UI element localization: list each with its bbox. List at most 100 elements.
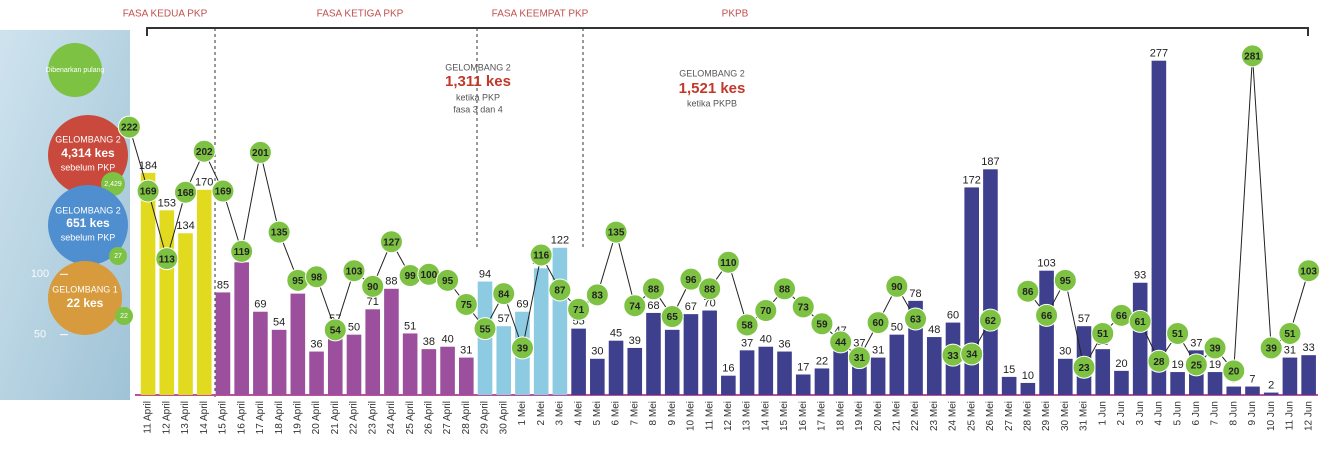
bar — [627, 348, 642, 395]
bar — [403, 333, 418, 395]
bar — [1002, 377, 1017, 395]
bar — [1021, 383, 1036, 395]
bar — [1133, 283, 1148, 395]
bar-value-label: 31 — [460, 344, 472, 356]
bar-value-label: 69 — [516, 299, 528, 311]
bar — [272, 330, 287, 395]
bar — [1226, 387, 1241, 395]
recovery-label: 222 — [121, 123, 138, 134]
x-tick-label: 25 Mei — [966, 401, 977, 431]
x-tick-label: 27 Mei — [1004, 401, 1015, 431]
x-tick-label: 12 April — [161, 401, 172, 434]
x-tick-label: 29 Mei — [1041, 401, 1052, 431]
annotation-title: GELOMBANG 2 — [679, 68, 745, 78]
x-tick-label: 9 Jun — [1247, 401, 1258, 425]
bar-value-label: 30 — [1059, 346, 1071, 358]
bar — [777, 352, 792, 395]
recovery-label: 127 — [383, 237, 400, 248]
recovery-label: 61 — [1135, 317, 1147, 328]
bar — [1039, 271, 1054, 395]
x-tick-label: 23 Mei — [929, 401, 940, 431]
wave-discharged-label: 22 — [120, 313, 128, 320]
x-tick-label: 4 Mei — [573, 401, 584, 425]
recovery-label: 95 — [442, 276, 454, 287]
recovery-label: 25 — [1191, 360, 1203, 371]
recovery-label: 28 — [1153, 357, 1165, 368]
bar-value-label: 36 — [310, 338, 322, 350]
x-tick-label: 8 Jun — [1228, 401, 1239, 425]
recovery-label: 33 — [947, 351, 959, 362]
recovery-label: 51 — [1172, 329, 1184, 340]
x-tick-label: 16 Mei — [798, 401, 809, 431]
bar-value-label: 57 — [1078, 313, 1090, 325]
x-tick-label: 28 Mei — [1023, 401, 1034, 431]
recovery-label: 59 — [816, 319, 828, 330]
recovery-label: 95 — [1060, 276, 1072, 287]
x-tick-label: 14 Mei — [760, 401, 771, 431]
x-tick-label: 19 Mei — [854, 401, 865, 431]
recovery-label: 55 — [479, 324, 491, 335]
bar-value-label: 31 — [1284, 344, 1296, 356]
x-tick-label: 2 Mei — [536, 401, 547, 425]
recovery-label: 34 — [966, 350, 978, 361]
bar-value-label: 22 — [816, 355, 828, 367]
wave-discharged-label: 27 — [114, 253, 122, 260]
x-tick-label: 24 April — [386, 401, 397, 434]
x-tick-label: 5 Jun — [1172, 401, 1183, 425]
phase-label: FASA KEDUA PKP — [123, 9, 208, 20]
bar-value-label: 68 — [647, 300, 659, 312]
bar — [440, 347, 455, 395]
x-tick-label: 1 Jun — [1097, 401, 1108, 425]
recovery-label: 54 — [330, 325, 342, 336]
x-tick-label: 8 Mei — [648, 401, 659, 425]
bar-value-label: 19 — [1209, 359, 1221, 371]
bar-value-label: 67 — [685, 301, 697, 313]
phase-bracket — [147, 28, 1308, 36]
recovery-label: 90 — [891, 282, 903, 293]
bar-value-label: 50 — [891, 322, 903, 334]
bar-value-label: 122 — [551, 235, 569, 247]
bar-value-label: 30 — [591, 346, 603, 358]
bar-value-label: 170 — [195, 177, 213, 189]
x-tick-label: 16 April — [236, 401, 247, 434]
wave-note: sebelum PKP — [61, 232, 116, 242]
recovery-label: 281 — [1244, 52, 1261, 63]
annotation-note: ketika PKPB — [687, 98, 737, 108]
bar-value-label: 187 — [981, 156, 999, 168]
recovery-label: 202 — [196, 147, 213, 158]
x-tick-label: 20 April — [311, 401, 322, 434]
recovery-label: 66 — [1116, 311, 1128, 322]
bar — [553, 248, 568, 395]
bar-value-label: 51 — [404, 320, 416, 332]
x-tick-label: 12 Jun — [1303, 401, 1314, 431]
bar — [815, 368, 830, 395]
recovery-label: 113 — [159, 254, 176, 265]
bar — [1208, 372, 1223, 395]
annotation-cases: 1,311 kes — [445, 73, 511, 90]
bar-value-label: 57 — [498, 313, 510, 325]
x-tick-label: 7 Jun — [1210, 401, 1221, 425]
recovery-label: 84 — [498, 289, 510, 300]
bar — [796, 374, 811, 395]
bar — [384, 289, 399, 395]
x-tick-label: 30 Mei — [1060, 401, 1071, 431]
recovery-label: 98 — [311, 272, 323, 283]
x-tick-label: 26 Mei — [985, 401, 996, 431]
recovery-label: 83 — [592, 290, 604, 301]
bar — [571, 329, 586, 395]
recovery-label: 88 — [704, 284, 716, 295]
x-tick-label: 28 April — [461, 401, 472, 434]
bar-value-label: 103 — [1037, 258, 1055, 270]
bar — [1264, 393, 1279, 395]
annotation-note: fasa 3 dan 4 — [453, 104, 503, 114]
bar — [721, 376, 736, 395]
bar — [684, 314, 699, 395]
bar — [927, 337, 942, 395]
annotation-title: GELOMBANG 2 — [445, 62, 511, 72]
recovery-label: 169 — [140, 187, 157, 198]
bar — [1301, 355, 1316, 395]
bar — [459, 358, 474, 395]
x-tick-label: 1 Mei — [517, 401, 528, 425]
x-tick-label: 21 April — [330, 401, 341, 434]
bar — [496, 326, 511, 395]
